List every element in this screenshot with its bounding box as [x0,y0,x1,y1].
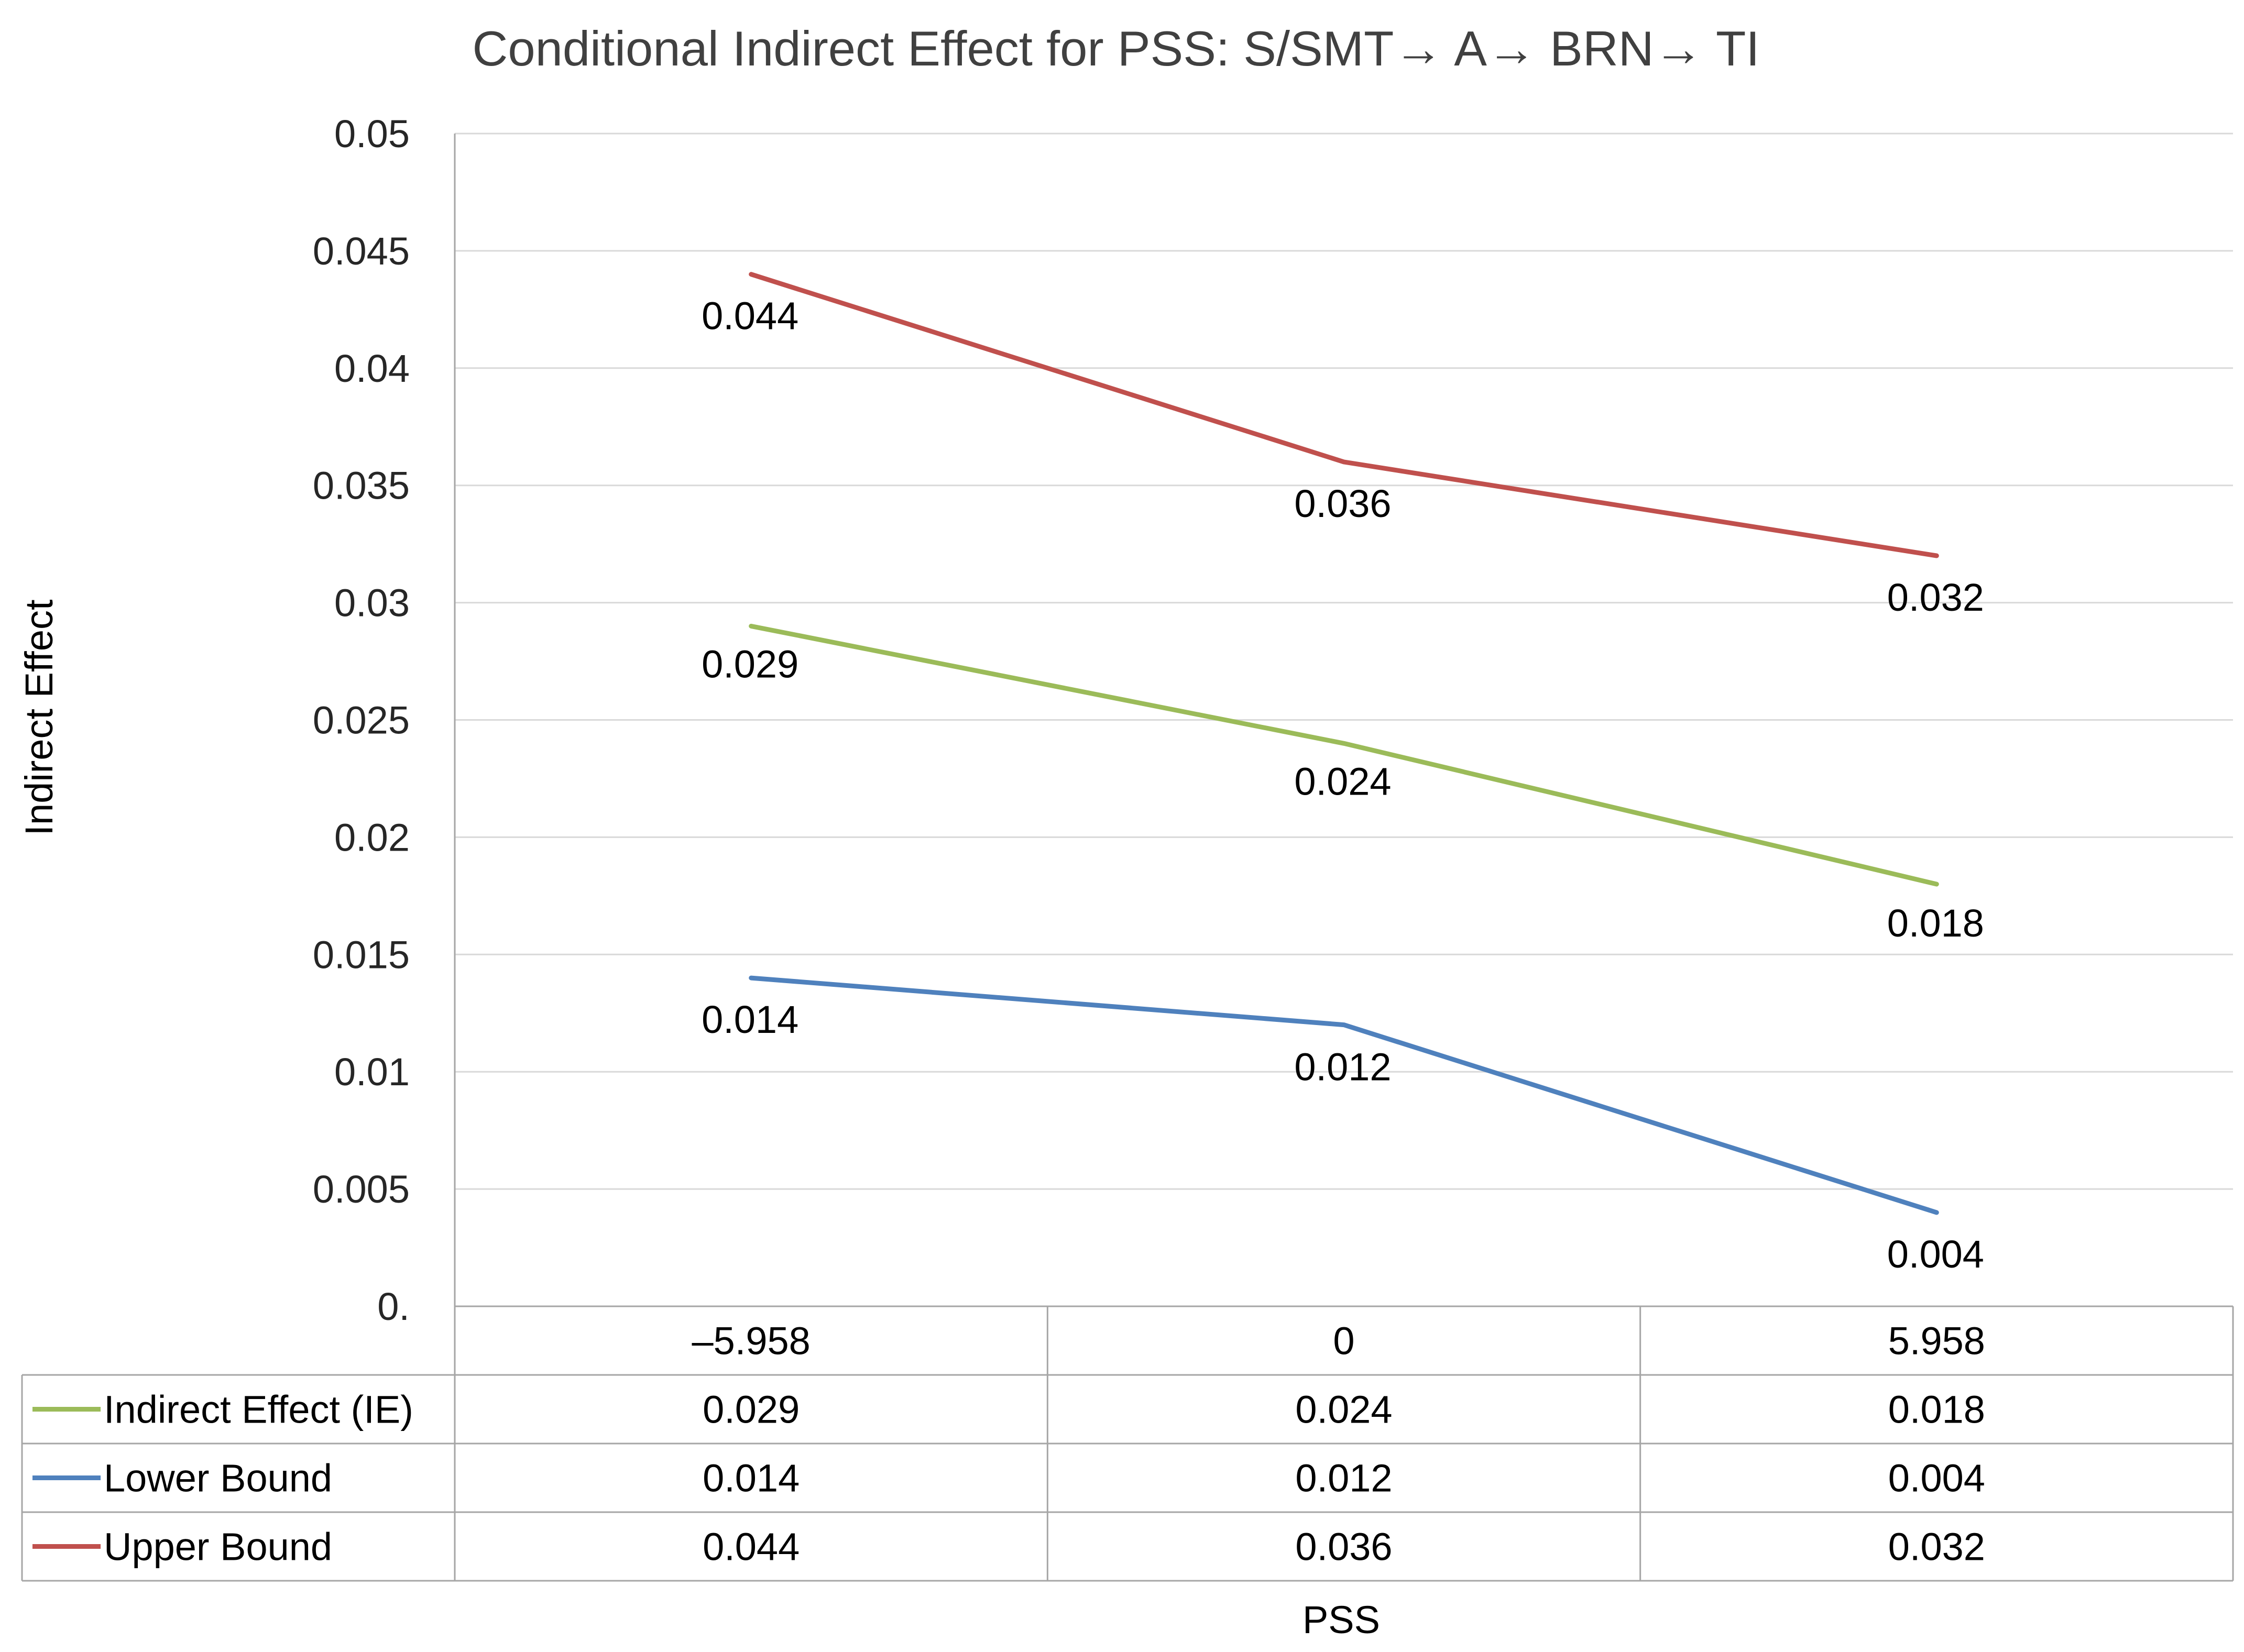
table-cell: 0.004 [1888,1457,1985,1500]
data-label: 0.029 [702,642,798,686]
table-cell: 0.036 [1295,1525,1392,1569]
table-cell: 0.014 [703,1457,800,1500]
legend-label: Lower Bound [104,1457,332,1500]
table-cell: 0.024 [1295,1388,1392,1431]
chart-title: Conditional Indirect Effect for PSS: S/S… [472,21,1759,76]
data-label: 0.012 [1294,1045,1391,1089]
y-tick-label: 0.03 [334,581,410,625]
series-line [749,623,1939,887]
data-label: 0.024 [1294,759,1391,803]
table-cell: 0.018 [1888,1388,1985,1431]
table-cell: 0.044 [703,1525,800,1569]
y-tick-label: 0.035 [313,464,410,508]
data-labels: 0.029 0.024 0.018 0.014 0.012 0.004 0.044 0.036… [702,294,1984,1276]
table-cell: 0.029 [703,1388,800,1431]
y-tick-label: 0.045 [313,229,410,273]
data-label: 0.004 [1887,1232,1984,1276]
data-label: 0.032 [1887,576,1984,619]
legend-label: Upper Bound [104,1525,332,1569]
y-tick-label: 0.02 [334,816,410,859]
y-axis-ticks: 0. 0.005 0.01 0.015 0.02 0.025 0.03 0.035 0.04 0.… [313,112,410,1328]
series-lines [749,272,1939,1215]
y-tick-label: 0.025 [313,699,410,742]
data-label: 0.036 [1294,482,1391,525]
data-table: –5.958 0 5.958 Indirect Effect (IE) 0.029 0.0… [21,1305,2234,1582]
x-tick-label: 5.958 [1888,1319,1985,1363]
legend-label: Indirect Effect (IE) [104,1388,413,1431]
x-tick-label: 0 [1333,1319,1354,1363]
gridlines [455,133,2233,1190]
y-tick-label: 0.04 [334,347,410,390]
table-cell: 0.012 [1295,1457,1392,1500]
data-label: 0.014 [702,998,798,1041]
data-label: 0.044 [702,294,798,338]
y-tick-label: 0. [377,1285,410,1328]
x-tick-label: –5.958 [692,1319,810,1363]
y-tick-label: 0.015 [313,933,410,976]
y-tick-label: 0.005 [313,1168,410,1211]
data-label: 0.018 [1887,901,1984,945]
x-axis-title: PSS [1302,1598,1380,1642]
series-line [749,975,1939,1215]
series-line [749,272,1939,558]
y-tick-label: 0.01 [334,1050,410,1094]
y-tick-label: 0.05 [334,112,410,156]
table-cell: 0.032 [1888,1525,1985,1569]
y-axis-title: Indirect Effect [17,599,61,836]
